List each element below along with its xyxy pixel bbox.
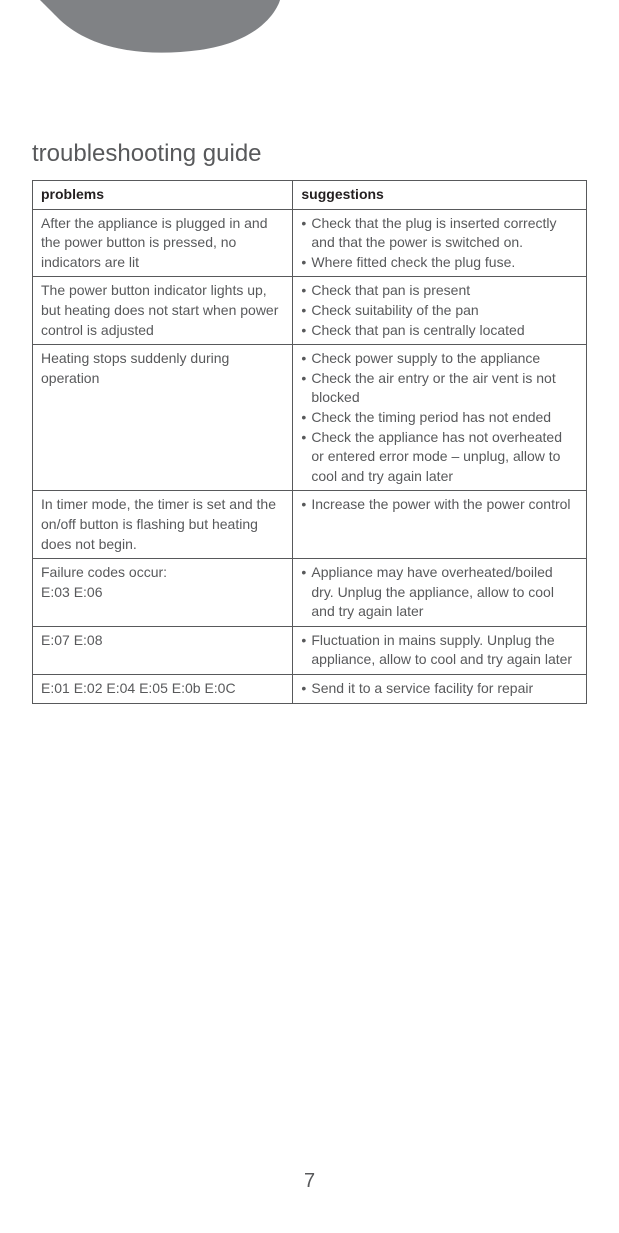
column-header-problems: problems [33,181,293,210]
table-row: Failure codes occur: E:03 E:06Appliance … [33,559,587,627]
suggestion-item: Send it to a service facility for repair [301,679,578,699]
suggestion-item: Check power supply to the appliance [301,349,578,369]
table-row: Heating stops suddenly during operationC… [33,345,587,491]
suggestion-item: Check the air entry or the air vent is n… [301,369,578,408]
suggestion-list: Appliance may have overheated/boiled dry… [301,563,578,622]
problem-cell: The power button indicator lights up, bu… [33,277,293,345]
problem-cell: E:07 E:08 [33,626,293,674]
suggestion-cell: Check that the plug is inserted correctl… [293,209,587,277]
suggestion-cell: Increase the power with the power contro… [293,491,587,559]
suggestion-list: Fluctuation in mains supply. Unplug the … [301,631,578,670]
suggestion-list: Check power supply to the applianceCheck… [301,349,578,486]
suggestion-list: Increase the power with the power contro… [301,495,578,515]
suggestion-item: Check that pan is present [301,281,578,301]
page-content: troubleshooting guide problems suggestio… [32,140,587,704]
suggestion-cell: Appliance may have overheated/boiled dry… [293,559,587,627]
suggestion-item: Check the timing period has not ended [301,408,578,428]
suggestion-item: Where fitted check the plug fuse. [301,253,578,273]
suggestion-item: Appliance may have overheated/boiled dry… [301,563,578,622]
problem-cell: E:01 E:02 E:04 E:05 E:0b E:0C [33,675,293,704]
suggestion-cell: Check that pan is presentCheck suitabili… [293,277,587,345]
problem-cell: Heating stops suddenly during operation [33,345,293,491]
suggestion-item: Check the appliance has not overheated o… [301,428,578,487]
problem-cell: Failure codes occur: E:03 E:06 [33,559,293,627]
page-title: troubleshooting guide [32,140,587,168]
table-row: E:01 E:02 E:04 E:05 E:0b E:0C Send it to … [33,675,587,704]
column-header-suggestions: suggestions [293,181,587,210]
suggestion-item: Fluctuation in mains supply. Unplug the … [301,631,578,670]
suggestion-list: Send it to a service facility for repair [301,679,578,699]
suggestion-item: Check that the plug is inserted correctl… [301,214,578,253]
table-row: After the appliance is plugged in and th… [33,209,587,277]
suggestion-cell: Check power supply to the applianceCheck… [293,345,587,491]
suggestion-item: Check suitability of the pan [301,301,578,321]
table-header-row: problems suggestions [33,181,587,210]
table-row: E:07 E:08Fluctuation in mains supply. Un… [33,626,587,674]
table-row: In timer mode, the timer is set and the … [33,491,587,559]
suggestion-item: Check that pan is centrally located [301,321,578,341]
suggestion-list: Check that pan is presentCheck suitabili… [301,281,578,340]
suggestion-list: Check that the plug is inserted correctl… [301,214,578,273]
page-number: 7 [0,1170,619,1193]
header-swoosh [0,0,619,70]
problem-cell: In timer mode, the timer is set and the … [33,491,293,559]
suggestion-cell: Send it to a service facility for repair [293,675,587,704]
suggestion-item: Increase the power with the power contro… [301,495,578,515]
table-row: The power button indicator lights up, bu… [33,277,587,345]
troubleshooting-table: problems suggestions After the appliance… [32,180,587,704]
problem-cell: After the appliance is plugged in and th… [33,209,293,277]
suggestion-cell: Fluctuation in mains supply. Unplug the … [293,626,587,674]
